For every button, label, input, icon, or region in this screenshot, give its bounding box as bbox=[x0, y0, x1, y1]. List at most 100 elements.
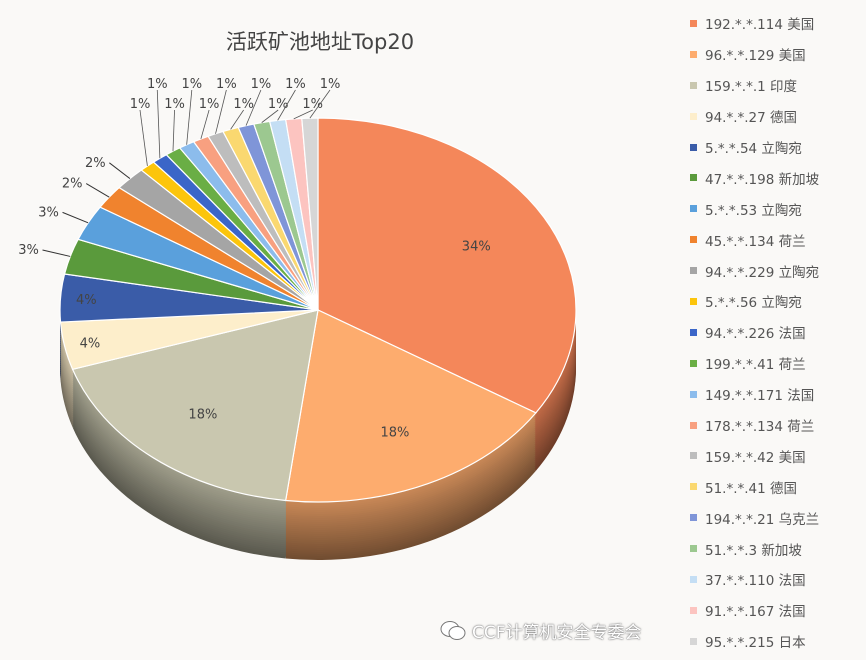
legend-swatch bbox=[690, 575, 697, 583]
data-label: 1% bbox=[320, 77, 341, 92]
legend-item[interactable]: 94.*.*.229 立陶宛 bbox=[690, 255, 819, 286]
legend-swatch bbox=[690, 359, 697, 367]
legend-label: 199.*.*.41 荷兰 bbox=[705, 357, 806, 374]
legend-swatch bbox=[690, 390, 697, 398]
legend-swatch bbox=[690, 267, 697, 275]
label-leader-line bbox=[139, 109, 148, 167]
legend-label: 159.*.*.42 美国 bbox=[705, 449, 806, 466]
label-leader-line bbox=[230, 109, 244, 130]
legend-item[interactable]: 94.*.*.27 德国 bbox=[690, 101, 819, 132]
data-label: 1% bbox=[268, 97, 289, 112]
legend-item[interactable]: 192.*.*.114 美国 bbox=[690, 8, 819, 39]
wechat-icon bbox=[440, 620, 466, 640]
legend-label: 149.*.*.171 法国 bbox=[705, 388, 815, 405]
legend-item[interactable]: 45.*.*.134 荷兰 bbox=[690, 224, 819, 255]
label-leader-line bbox=[245, 89, 262, 126]
legend-swatch bbox=[690, 19, 697, 27]
legend-item[interactable]: 91.*.*.167 法国 bbox=[690, 595, 819, 626]
legend-item[interactable]: 194.*.*.21 乌克兰 bbox=[690, 502, 819, 533]
legend-label: 51.*.*.3 新加坡 bbox=[705, 542, 802, 559]
label-leader-line bbox=[186, 89, 193, 145]
legend-swatch bbox=[690, 174, 697, 182]
data-label: 3% bbox=[18, 243, 39, 258]
legend-swatch bbox=[690, 328, 697, 336]
chart-title: 活跃矿池地址Top20 bbox=[225, 30, 415, 54]
data-label: 1% bbox=[182, 77, 203, 92]
data-label: 34% bbox=[462, 239, 491, 254]
label-leader-line bbox=[156, 89, 161, 159]
legend-item[interactable]: 51.*.*.41 德国 bbox=[690, 471, 819, 502]
pie-slice-0 bbox=[317, 117, 577, 414]
label-leader-line bbox=[172, 109, 175, 152]
legend-item[interactable]: 47.*.*.198 新加坡 bbox=[690, 162, 819, 193]
legend-swatch bbox=[690, 606, 697, 614]
watermark-text: CCF计算机安全专委会 bbox=[472, 623, 642, 643]
legend-label: 91.*.*.167 法国 bbox=[705, 604, 806, 621]
legend-label: 178.*.*.134 荷兰 bbox=[705, 419, 815, 436]
legend-item[interactable]: 5.*.*.54 立陶宛 bbox=[690, 132, 819, 163]
legend: 192.*.*.114 美国 96.*.*.129 美国 159.*.*.1 印度 9… bbox=[690, 8, 819, 657]
data-label: 18% bbox=[188, 408, 217, 423]
legend-swatch bbox=[690, 205, 697, 213]
legend-swatch bbox=[690, 637, 697, 645]
legend-item[interactable]: 149.*.*.171 法国 bbox=[690, 379, 819, 410]
legend-swatch bbox=[690, 236, 697, 244]
legend-item[interactable]: 94.*.*.226 法国 bbox=[690, 317, 819, 348]
legend-item[interactable]: 199.*.*.41 荷兰 bbox=[690, 348, 819, 379]
legend-swatch bbox=[690, 514, 697, 522]
data-label: 2% bbox=[62, 177, 83, 192]
label-leader-line bbox=[293, 109, 313, 120]
data-label: 1% bbox=[130, 97, 151, 112]
legend-swatch bbox=[690, 50, 697, 58]
legend-label: 194.*.*.21 乌克兰 bbox=[705, 511, 820, 528]
label-leader-line bbox=[62, 211, 89, 224]
legend-item[interactable]: 159.*.*.1 印度 bbox=[690, 70, 819, 101]
legend-item[interactable]: 5.*.*.53 立陶宛 bbox=[690, 193, 819, 224]
watermark: CCF计算机安全专委会 bbox=[440, 618, 642, 643]
legend-label: 192.*.*.114 美国 bbox=[705, 17, 815, 34]
label-leader-line bbox=[277, 89, 296, 121]
label-leader-line bbox=[261, 109, 279, 123]
label-leader-line bbox=[200, 109, 210, 140]
data-label: 1% bbox=[251, 77, 272, 92]
data-label: 1% bbox=[302, 97, 323, 112]
legend-label: 96.*.*.129 美国 bbox=[705, 48, 806, 65]
legend-label: 94.*.*.27 德国 bbox=[705, 110, 798, 127]
label-leader-line bbox=[215, 89, 227, 134]
legend-item[interactable]: 51.*.*.3 新加坡 bbox=[690, 533, 819, 564]
data-label: 1% bbox=[233, 97, 254, 112]
data-label: 3% bbox=[38, 205, 59, 220]
legend-label: 94.*.*.226 法国 bbox=[705, 326, 806, 343]
pie-slice-20 bbox=[301, 117, 319, 311]
legend-item[interactable]: 96.*.*.129 美国 bbox=[690, 39, 819, 70]
pie-slice-1 bbox=[284, 309, 537, 503]
legend-label: 159.*.*.1 印度 bbox=[705, 79, 798, 96]
data-label: 18% bbox=[380, 426, 409, 441]
legend-label: 51.*.*.41 德国 bbox=[705, 480, 798, 497]
legend-label: 45.*.*.134 荷兰 bbox=[705, 233, 806, 250]
legend-item[interactable]: 159.*.*.42 美国 bbox=[690, 440, 819, 471]
legend-swatch bbox=[690, 421, 697, 429]
legend-label: 47.*.*.198 新加坡 bbox=[705, 171, 820, 188]
legend-label: 5.*.*.56 立陶宛 bbox=[705, 295, 802, 312]
data-label: 2% bbox=[85, 156, 106, 171]
data-label: 1% bbox=[216, 77, 237, 92]
legend-label: 5.*.*.54 立陶宛 bbox=[705, 141, 802, 157]
data-label: 1% bbox=[199, 97, 220, 112]
legend-swatch bbox=[690, 452, 697, 460]
data-label: 1% bbox=[285, 77, 306, 92]
label-leader-line bbox=[109, 162, 131, 179]
legend-item[interactable]: 178.*.*.134 荷兰 bbox=[690, 410, 819, 441]
legend-item[interactable]: 5.*.*.56 立陶宛 bbox=[690, 286, 819, 317]
legend-swatch bbox=[690, 143, 697, 151]
legend-item[interactable]: 95.*.*.215 日本 bbox=[690, 626, 819, 657]
label-leader-line bbox=[85, 183, 110, 198]
legend-swatch bbox=[690, 81, 697, 89]
legend-label: 5.*.*.53 立陶宛 bbox=[705, 202, 802, 219]
pie-slice-2 bbox=[71, 309, 319, 502]
legend-swatch bbox=[690, 297, 697, 305]
legend-item[interactable]: 37.*.*.110 法国 bbox=[690, 564, 819, 595]
legend-label: 37.*.*.110 法国 bbox=[705, 573, 806, 590]
